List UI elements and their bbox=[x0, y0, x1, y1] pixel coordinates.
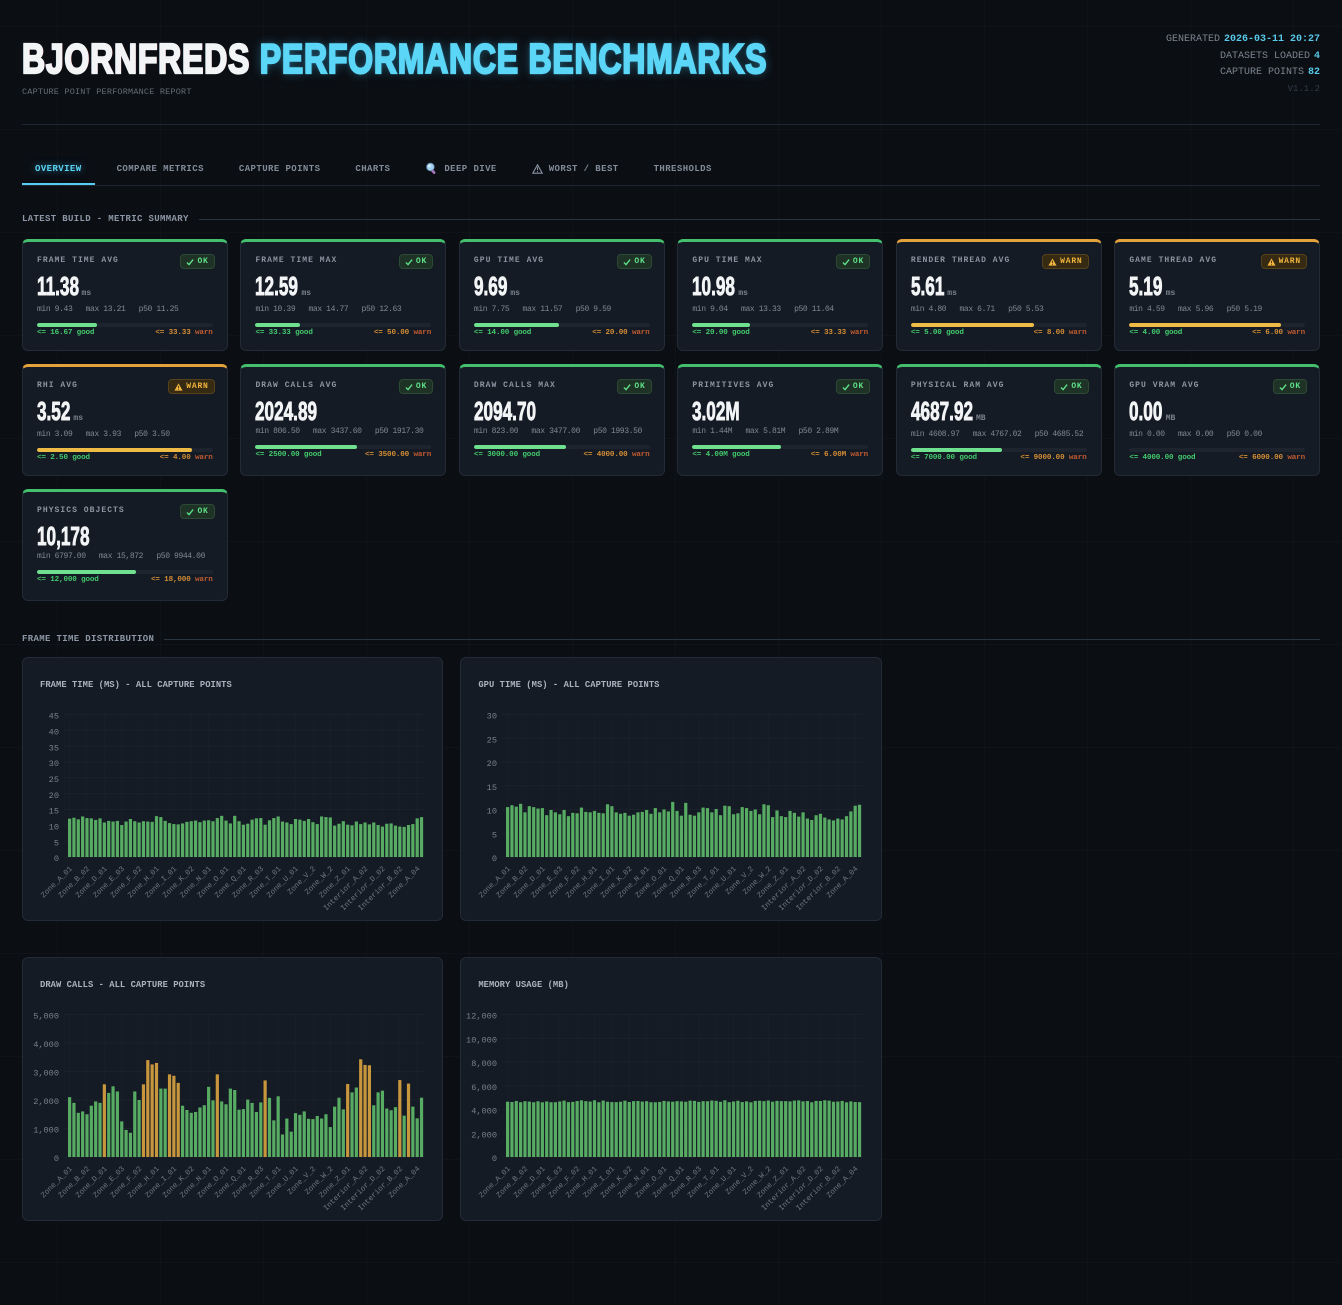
svg-text:0: 0 bbox=[492, 1154, 497, 1164]
svg-text:30: 30 bbox=[49, 759, 59, 769]
svg-text:5,000: 5,000 bbox=[33, 1012, 59, 1022]
svg-text:5: 5 bbox=[54, 838, 59, 848]
svg-text:4,000: 4,000 bbox=[33, 1040, 59, 1050]
svg-text:10,000: 10,000 bbox=[466, 1036, 497, 1046]
svg-text:12,000: 12,000 bbox=[466, 1012, 497, 1022]
svg-text:25: 25 bbox=[487, 736, 497, 746]
svg-text:0: 0 bbox=[54, 1154, 59, 1164]
svg-text:20: 20 bbox=[49, 791, 59, 801]
svg-text:15: 15 bbox=[49, 807, 59, 817]
svg-text:2,000: 2,000 bbox=[33, 1097, 59, 1107]
svg-text:15: 15 bbox=[487, 783, 497, 793]
svg-text:25: 25 bbox=[49, 775, 59, 785]
svg-text:5: 5 bbox=[492, 830, 497, 840]
svg-text:4,000: 4,000 bbox=[472, 1107, 498, 1117]
svg-text:2,000: 2,000 bbox=[472, 1130, 498, 1140]
svg-text:40: 40 bbox=[49, 728, 59, 738]
svg-text:35: 35 bbox=[49, 743, 59, 753]
svg-text:8,000: 8,000 bbox=[472, 1059, 498, 1069]
svg-text:3,000: 3,000 bbox=[33, 1069, 59, 1079]
svg-text:45: 45 bbox=[49, 712, 59, 722]
svg-text:0: 0 bbox=[492, 854, 497, 864]
svg-text:10: 10 bbox=[487, 807, 497, 817]
svg-text:30: 30 bbox=[487, 712, 497, 722]
svg-text:10: 10 bbox=[49, 823, 59, 833]
svg-text:0: 0 bbox=[54, 854, 59, 864]
svg-text:1,000: 1,000 bbox=[33, 1126, 59, 1136]
svg-text:20: 20 bbox=[487, 759, 497, 769]
svg-text:6,000: 6,000 bbox=[472, 1083, 498, 1093]
